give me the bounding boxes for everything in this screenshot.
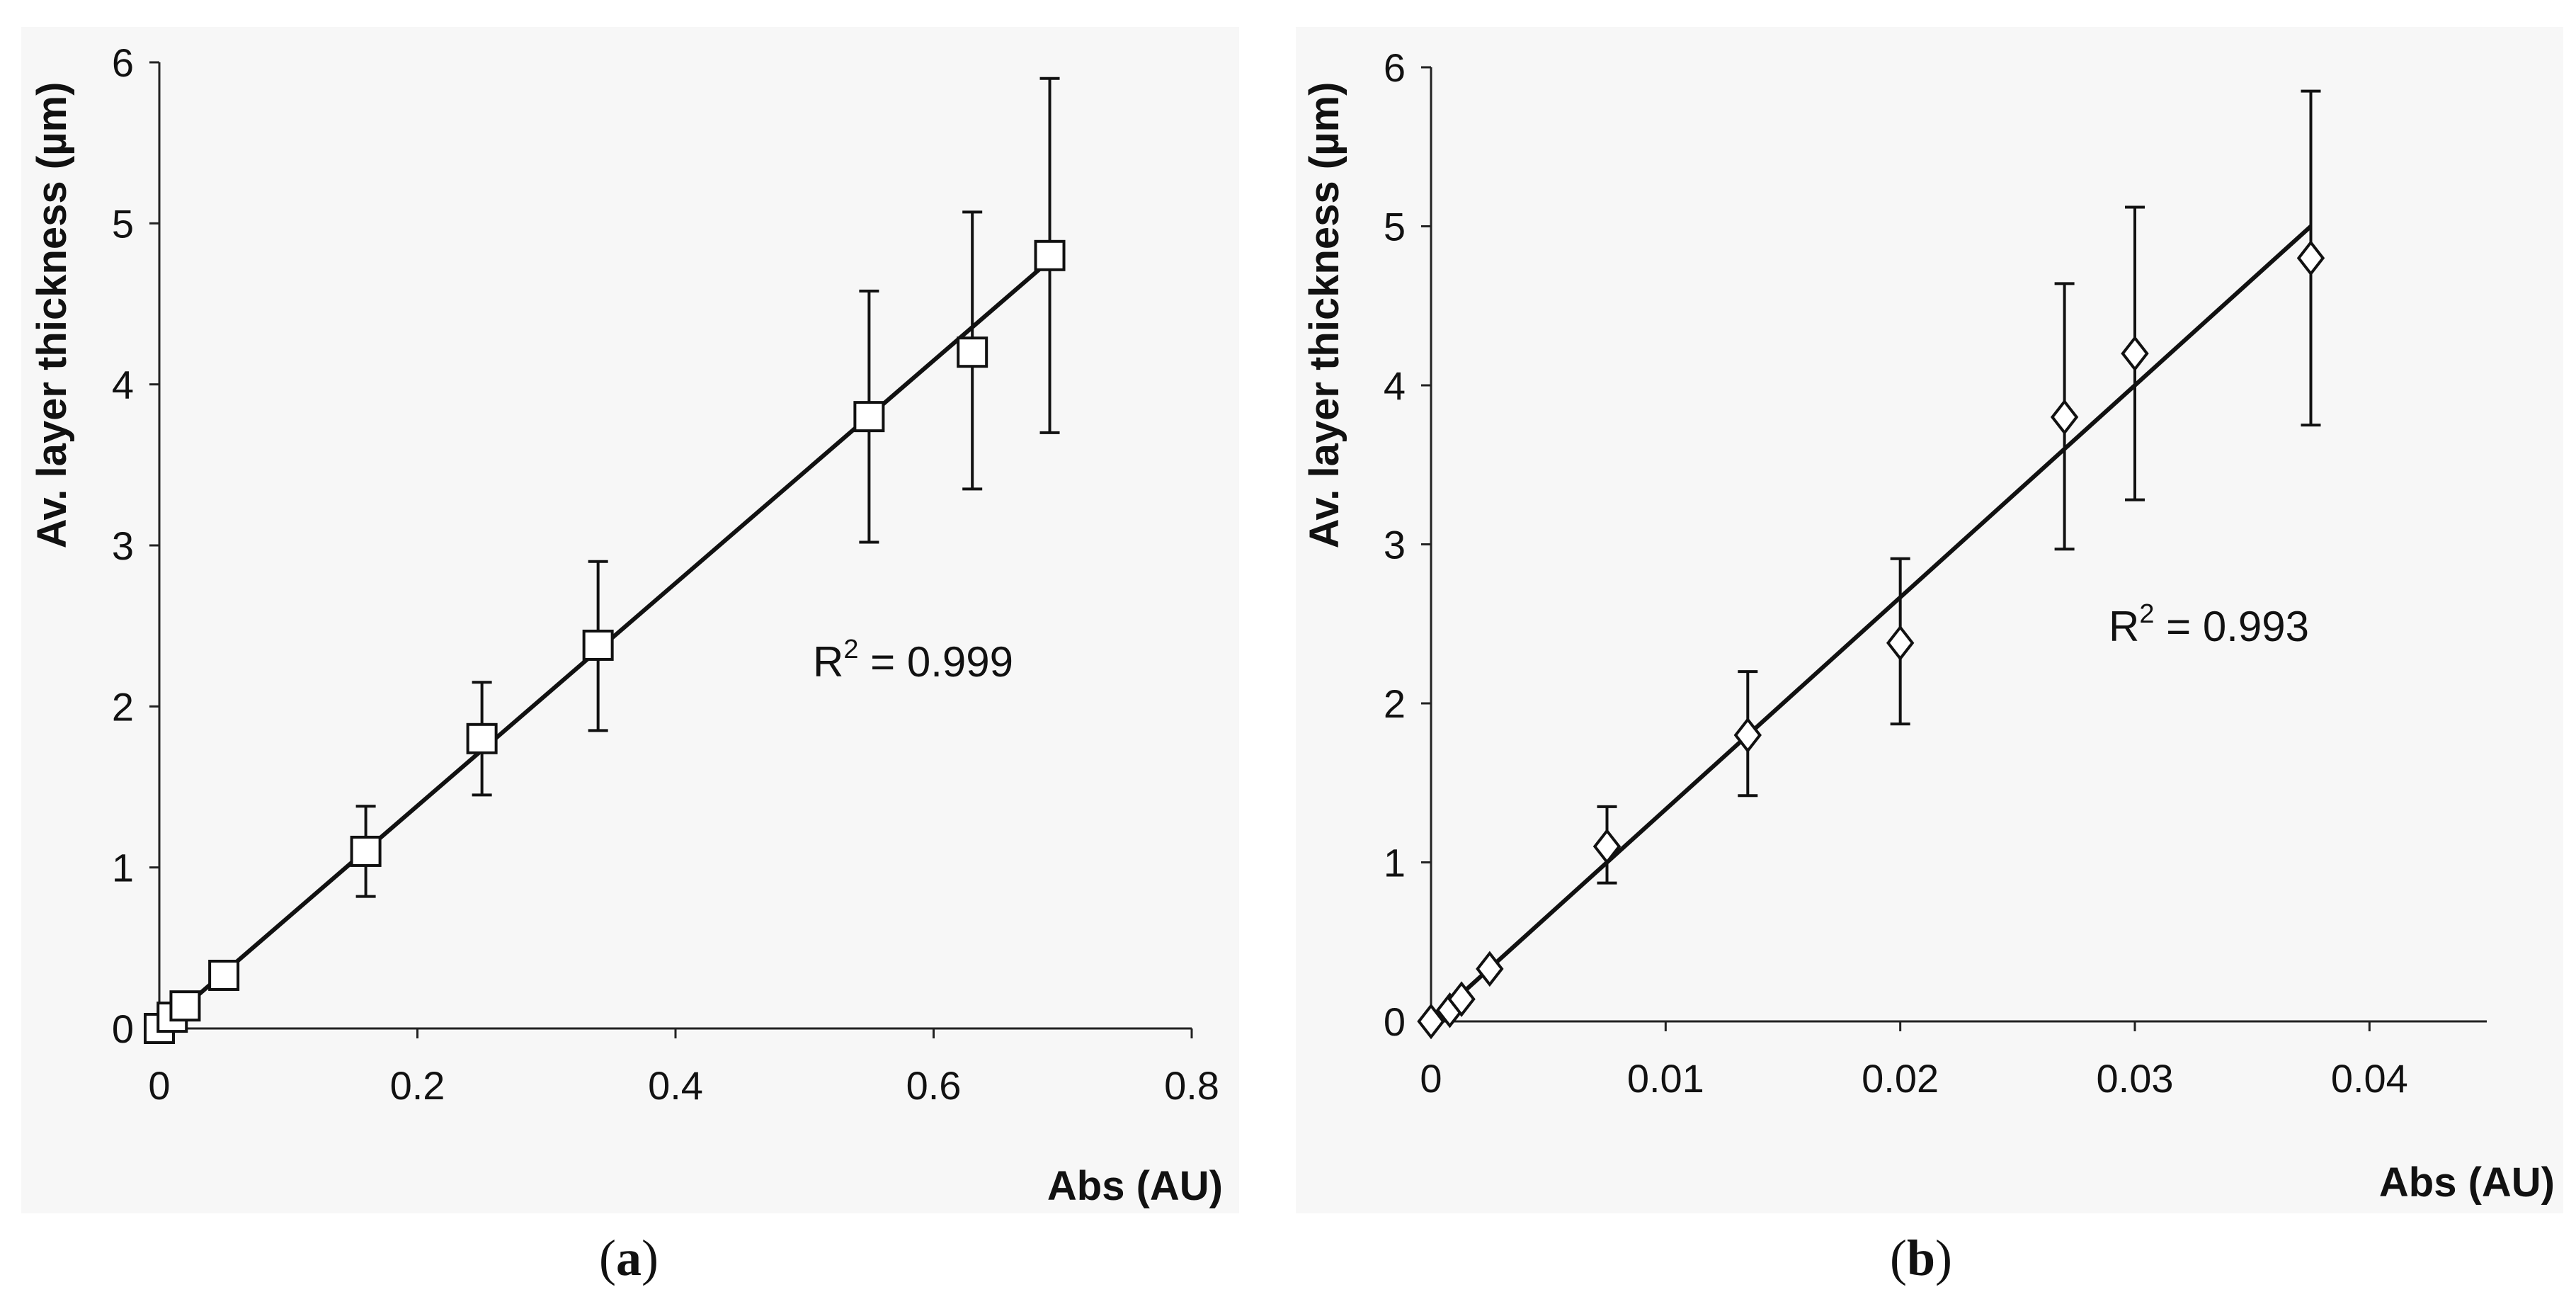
error-bars-a [355, 76, 1060, 898]
y-tick-label: 6 [1384, 45, 1406, 90]
tick-labels-b: 0 1 2 3 4 5 6 0 0.01 0.02 0.03 0.04 [1384, 45, 2408, 1101]
panel-caption-b: (b) [1890, 1230, 1952, 1286]
data-point-square [1034, 239, 1066, 271]
data-point-diamond [2050, 399, 2079, 436]
data-point-square [582, 629, 614, 661]
fit-line-b [1429, 225, 2313, 1024]
y-tick-label: 0 [1384, 999, 1406, 1044]
y-tick-label: 3 [1384, 523, 1406, 567]
r-squared-value-b: = 0.993 [2154, 603, 2309, 650]
data-point-diamond [1886, 625, 1915, 661]
x-tick-label: 0.01 [1627, 1056, 1704, 1101]
data-point-square [208, 959, 240, 991]
data-point-square [853, 401, 885, 433]
data-points-b [1417, 240, 2325, 1040]
x-tick-label: 0.4 [648, 1063, 703, 1108]
tick-labels-a: 0 1 2 3 4 5 6 0 0.2 0.4 0.6 0.8 [112, 40, 1219, 1108]
panel-b-background [1296, 27, 2563, 1213]
y-tick-label: 0 [112, 1007, 134, 1051]
x-tick-label: 0.6 [906, 1063, 962, 1108]
r-squared-superscript-a: 2 [843, 635, 858, 664]
y-tick-label: 2 [1384, 681, 1406, 726]
r-squared-superscript-b: 2 [2139, 599, 2154, 629]
x-axis-label-b: Abs (AU) [2379, 1160, 2555, 1206]
x-tick-label: 0.03 [2097, 1056, 2174, 1101]
x-tick-label: 0.8 [1164, 1063, 1219, 1108]
data-point-diamond [2296, 240, 2325, 276]
x-tick-label: 0 [1420, 1056, 1442, 1101]
chart-panel-b: 0 1 2 3 4 5 6 0 0.01 0.02 0.03 0.04 Av. layer thick… [1301, 45, 2555, 1286]
y-tick-label: 2 [112, 684, 134, 729]
r-squared-prefix-b: R [2109, 603, 2139, 650]
data-point-diamond [2121, 335, 2149, 372]
y-tick-label: 6 [112, 40, 134, 85]
error-bars-b [1597, 89, 2321, 885]
r-squared-annotation-a: R2 = 0.999 [813, 635, 1013, 686]
y-tick-label: 5 [1384, 205, 1406, 249]
data-point-diamond [1447, 981, 1476, 1017]
x-tick-label: 0.02 [1862, 1056, 1939, 1101]
y-tick-label: 1 [1384, 841, 1406, 885]
data-point-square [169, 990, 201, 1022]
y-tick-label: 1 [112, 846, 134, 890]
x-tick-label: 0.2 [390, 1063, 445, 1108]
data-point-square [466, 722, 498, 754]
y-tick-label: 4 [112, 363, 134, 407]
x-tick-label: 0.04 [2331, 1056, 2408, 1101]
r-squared-annotation-b: R2 = 0.993 [2109, 599, 2309, 650]
x-axis-label-a: Abs (AU) [1047, 1163, 1223, 1209]
y-axis-label-a: Av. layer thickness (µm) [29, 82, 75, 549]
data-point-diamond [1476, 951, 1504, 987]
data-points-a [144, 239, 1066, 1044]
chart-panel-a: 0 1 2 3 4 5 6 0 0.2 0.4 0.6 0.8 Av. layer thickness… [29, 40, 1223, 1286]
panel-label-a: a [616, 1230, 642, 1286]
y-tick-label: 3 [112, 523, 134, 568]
trend-line [1429, 225, 2313, 1024]
data-point-square [957, 336, 988, 368]
x-tick-label: 0 [148, 1063, 170, 1108]
data-point-diamond [1417, 1003, 1445, 1040]
data-point-diamond [1733, 717, 1762, 754]
panel-label-b: b [1907, 1230, 1935, 1286]
data-point-diamond [1592, 828, 1622, 865]
panel-caption-a: (a) [599, 1230, 659, 1286]
y-axis-label-b: Av. layer thickness (µm) [1301, 82, 1347, 549]
r-squared-prefix-a: R [813, 638, 843, 686]
r-squared-value-a: = 0.999 [858, 638, 1013, 686]
y-tick-label: 5 [112, 201, 134, 246]
y-tick-label: 4 [1384, 363, 1406, 408]
data-point-square [350, 835, 382, 867]
axes-a [149, 61, 1193, 1038]
